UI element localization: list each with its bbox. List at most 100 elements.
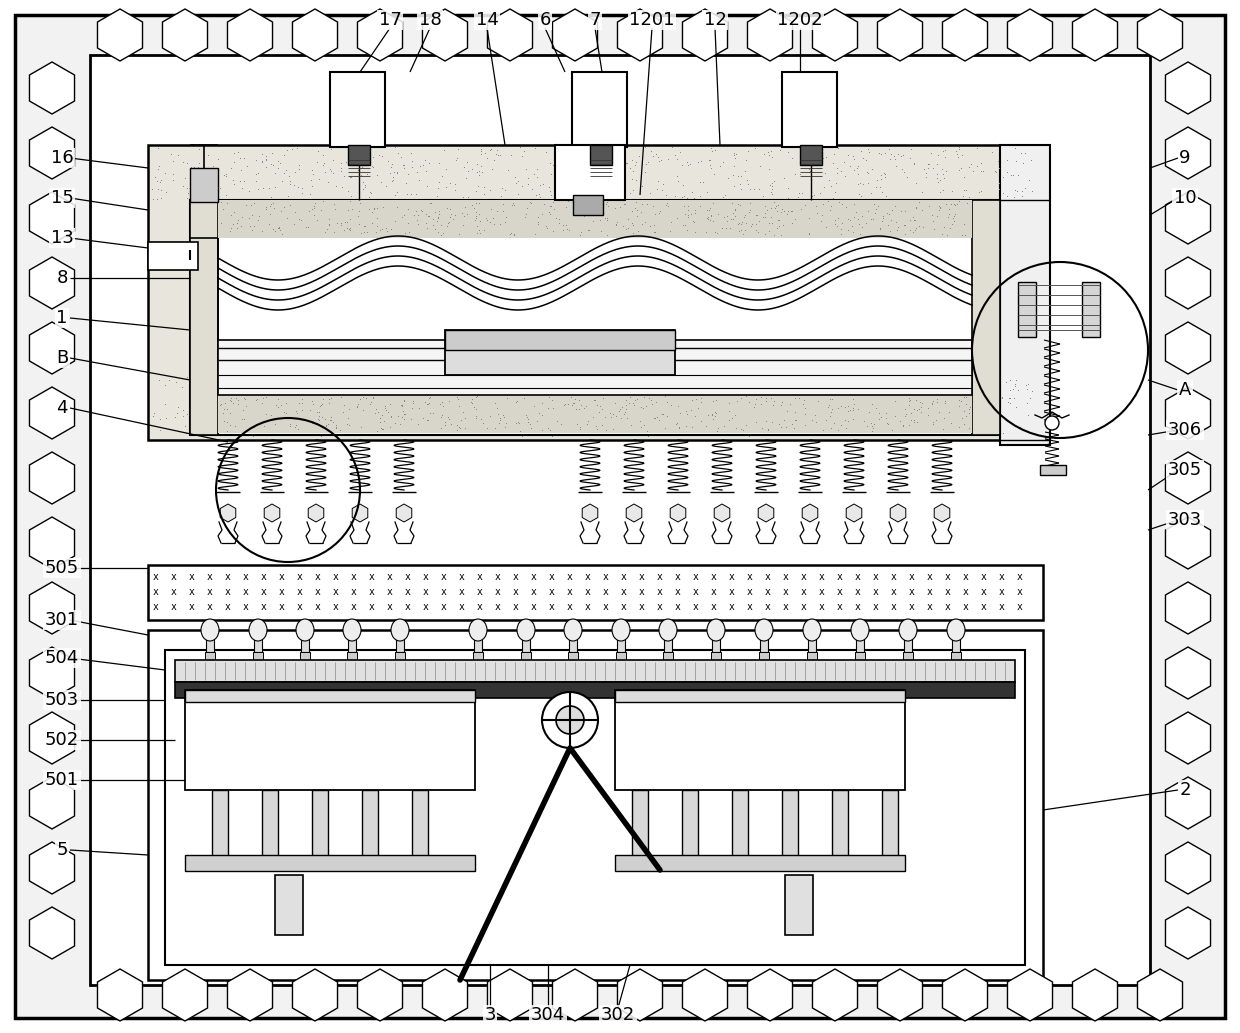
Polygon shape (553, 9, 598, 61)
Bar (663, 652, 673, 660)
Bar (663, 630, 672, 652)
Text: x: x (621, 587, 627, 597)
Text: x: x (585, 587, 591, 597)
Text: x: x (567, 572, 573, 582)
Text: x: x (531, 572, 537, 582)
Text: A: A (1179, 381, 1192, 399)
Bar (800, 145, 822, 165)
Text: x: x (873, 587, 879, 597)
Text: x: x (892, 602, 897, 612)
Text: x: x (441, 602, 446, 612)
Bar (556, 145, 625, 200)
Text: x: x (999, 602, 1004, 612)
Polygon shape (748, 969, 792, 1021)
Text: x: x (171, 602, 177, 612)
Text: x: x (945, 572, 951, 582)
Bar (445, 330, 675, 350)
Bar (472, 652, 484, 660)
Text: x: x (873, 602, 879, 612)
Text: x: x (909, 572, 915, 582)
Polygon shape (802, 504, 818, 522)
Polygon shape (98, 9, 143, 61)
Bar (590, 145, 613, 165)
Text: x: x (837, 572, 843, 582)
Ellipse shape (296, 619, 314, 641)
Text: x: x (441, 572, 446, 582)
Text: x: x (370, 602, 374, 612)
Polygon shape (30, 777, 74, 829)
Text: x: x (856, 587, 861, 597)
Text: x: x (981, 572, 987, 582)
Polygon shape (30, 322, 74, 374)
Polygon shape (1073, 969, 1117, 1021)
Bar (253, 652, 263, 660)
Bar (205, 652, 215, 660)
Polygon shape (1166, 62, 1210, 114)
Text: x: x (405, 602, 410, 612)
Bar (203, 660, 217, 666)
Bar (565, 660, 580, 666)
Text: 17: 17 (378, 11, 402, 29)
Bar (301, 630, 309, 652)
Text: x: x (495, 572, 501, 582)
Text: x: x (909, 587, 915, 597)
Bar (165, 650, 1025, 965)
Ellipse shape (947, 619, 965, 641)
Text: x: x (243, 602, 249, 612)
Bar (732, 790, 748, 860)
Polygon shape (670, 504, 686, 522)
Text: x: x (351, 602, 357, 612)
Text: x: x (1017, 602, 1023, 612)
Text: x: x (315, 587, 321, 597)
Text: x: x (315, 602, 321, 612)
Bar (573, 195, 603, 215)
Text: x: x (746, 587, 753, 597)
Bar (1040, 465, 1066, 475)
Polygon shape (1166, 192, 1210, 244)
Text: x: x (226, 602, 231, 612)
Bar (618, 630, 625, 652)
Text: x: x (675, 572, 681, 582)
Polygon shape (30, 647, 74, 699)
Bar (522, 630, 529, 652)
Polygon shape (682, 9, 728, 61)
Text: x: x (477, 587, 482, 597)
Bar (568, 652, 578, 660)
Text: x: x (675, 587, 681, 597)
Text: x: x (153, 602, 159, 612)
Text: 15: 15 (51, 189, 73, 207)
Text: 6: 6 (539, 11, 551, 29)
Text: x: x (370, 587, 374, 597)
Bar (348, 145, 370, 165)
Text: x: x (585, 572, 591, 582)
Circle shape (542, 692, 598, 748)
Bar (175, 660, 1016, 682)
Text: x: x (262, 602, 267, 612)
Text: 16: 16 (51, 149, 73, 167)
Polygon shape (30, 582, 74, 634)
Text: x: x (963, 602, 968, 612)
Polygon shape (1166, 452, 1210, 504)
Text: x: x (585, 602, 591, 612)
Text: x: x (892, 587, 897, 597)
Text: x: x (351, 572, 357, 582)
Bar (711, 652, 720, 660)
Text: x: x (441, 587, 446, 597)
Text: 3: 3 (485, 1006, 496, 1024)
Text: x: x (693, 602, 699, 612)
Ellipse shape (517, 619, 534, 641)
Polygon shape (487, 969, 532, 1021)
Bar (190, 168, 218, 202)
Text: x: x (226, 572, 231, 582)
Bar (148, 630, 1043, 980)
Polygon shape (357, 9, 403, 61)
Ellipse shape (564, 619, 582, 641)
Text: x: x (495, 602, 501, 612)
Text: x: x (603, 587, 609, 597)
Text: B: B (56, 349, 68, 367)
Text: x: x (153, 572, 159, 582)
Text: 503: 503 (45, 691, 79, 709)
Text: 502: 502 (45, 731, 79, 749)
Bar (175, 682, 1016, 698)
Bar (756, 660, 771, 666)
